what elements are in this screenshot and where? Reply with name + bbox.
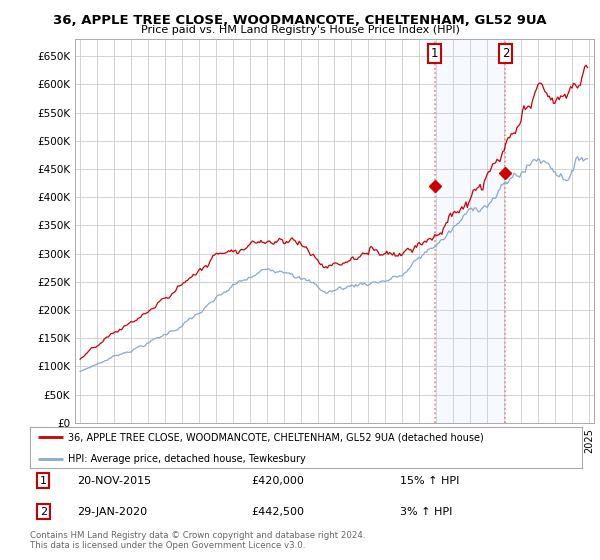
Text: 3% ↑ HPI: 3% ↑ HPI — [400, 507, 452, 516]
Text: £442,500: £442,500 — [251, 507, 304, 516]
Text: 1: 1 — [431, 47, 439, 60]
Text: HPI: Average price, detached house, Tewkesbury: HPI: Average price, detached house, Tewk… — [68, 454, 305, 464]
Text: 36, APPLE TREE CLOSE, WOODMANCOTE, CHELTENHAM, GL52 9UA (detached house): 36, APPLE TREE CLOSE, WOODMANCOTE, CHELT… — [68, 432, 483, 442]
Text: 29-JAN-2020: 29-JAN-2020 — [77, 507, 147, 516]
Text: 20-NOV-2015: 20-NOV-2015 — [77, 476, 151, 486]
Text: 2: 2 — [502, 47, 509, 60]
Text: Price paid vs. HM Land Registry's House Price Index (HPI): Price paid vs. HM Land Registry's House … — [140, 25, 460, 35]
Text: 36, APPLE TREE CLOSE, WOODMANCOTE, CHELTENHAM, GL52 9UA: 36, APPLE TREE CLOSE, WOODMANCOTE, CHELT… — [53, 14, 547, 27]
Bar — [434, 39, 505, 423]
Text: £420,000: £420,000 — [251, 476, 304, 486]
Text: Contains HM Land Registry data © Crown copyright and database right 2024.
This d: Contains HM Land Registry data © Crown c… — [30, 531, 365, 550]
Text: 1: 1 — [40, 476, 47, 486]
Text: 2: 2 — [40, 507, 47, 516]
Text: 15% ↑ HPI: 15% ↑ HPI — [400, 476, 459, 486]
